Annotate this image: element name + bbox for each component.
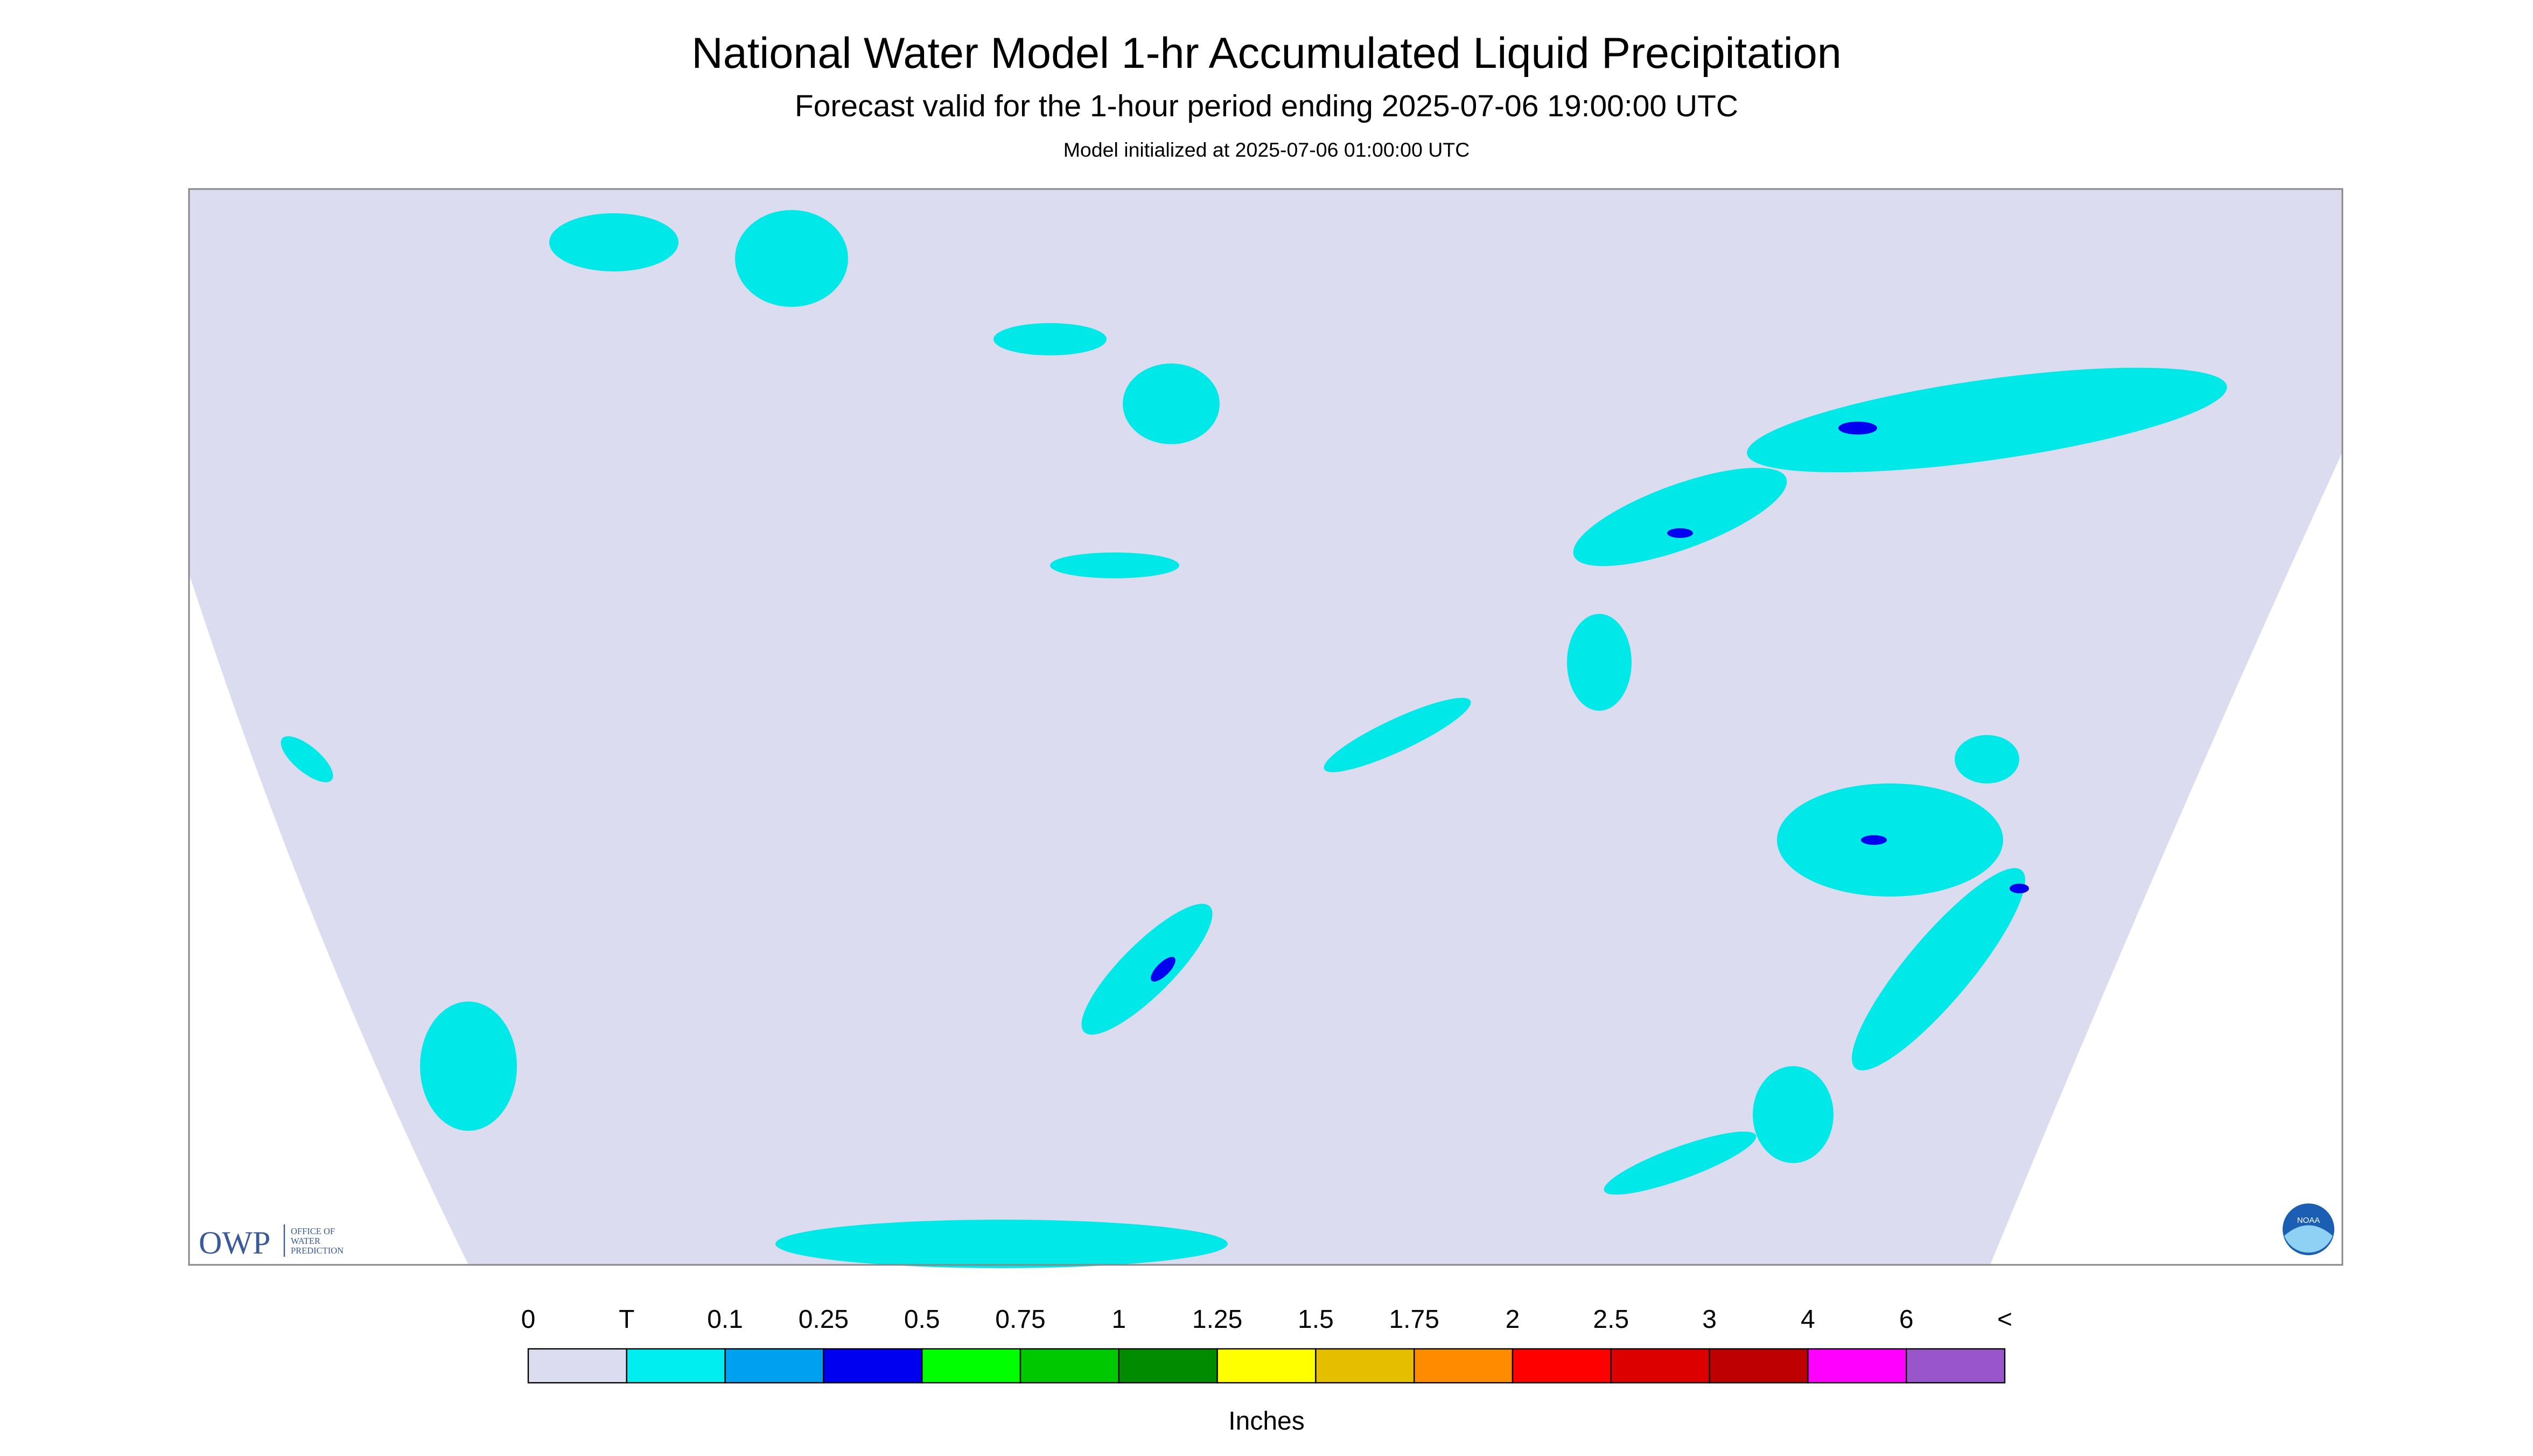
legend-swatch	[1709, 1348, 1809, 1384]
legend: 0 T 0.1 0.25 0.5 0.75 1 1.25 1.5 1.75 2 2.5 3 4 6 <	[521, 1305, 2012, 1384]
legend-swatch	[921, 1348, 1021, 1384]
init-note: Model initialized at 2025-07-06 01:00:00…	[1063, 138, 1470, 161]
legend-swatch	[1216, 1348, 1317, 1384]
legend-swatch	[724, 1348, 824, 1384]
legend-label: 1.25	[1192, 1305, 1242, 1334]
legend-swatch	[626, 1348, 726, 1384]
legend-label: 0.75	[995, 1305, 1045, 1334]
legend-swatch	[527, 1348, 628, 1384]
legend-swatch	[823, 1348, 923, 1384]
legend-swatch	[1118, 1348, 1218, 1384]
subtitle: Forecast valid for the 1-hour period end…	[795, 89, 1738, 123]
legend-swatch	[1315, 1348, 1415, 1384]
map: OWP OFFICE OF WATER PREDICTION NOAA	[188, 188, 2343, 1269]
legend-unit: Inches	[1228, 1407, 1304, 1436]
legend-label: 1.5	[1298, 1305, 1334, 1334]
legend-label: T	[619, 1305, 634, 1334]
legend-label: 0.25	[799, 1305, 849, 1334]
legend-swatch	[1905, 1348, 2006, 1384]
precip-areas	[281, 210, 2227, 1269]
legend-swatch	[1414, 1348, 1514, 1384]
owp-abbr: OWP	[199, 1225, 270, 1261]
legend-swatch	[1019, 1348, 1120, 1384]
legend-label: 0.1	[707, 1305, 743, 1334]
legend-swatch	[1807, 1348, 1907, 1384]
legend-label: 0	[521, 1305, 536, 1334]
owp-line2: WATER	[291, 1236, 320, 1246]
legend-swatch	[1610, 1348, 1710, 1384]
legend-label: 1.75	[1389, 1305, 1439, 1334]
noaa-wave	[2284, 1225, 2333, 1253]
legend-label: 2.5	[1593, 1305, 1629, 1334]
legend-label: <	[1997, 1305, 2012, 1334]
title: National Water Model 1-hr Accumulated Li…	[691, 29, 1842, 78]
precip-heavy	[1151, 422, 2029, 982]
legend-label: 3	[1702, 1305, 1717, 1334]
legend-label: 2	[1506, 1305, 1520, 1334]
map-domain	[189, 189, 2342, 1265]
legend-label: 1	[1111, 1305, 1126, 1334]
legend-label: 6	[1899, 1305, 1914, 1334]
legend-label: 0.5	[904, 1305, 940, 1334]
owp-line1: OFFICE OF	[291, 1226, 335, 1236]
map-frame	[188, 188, 2343, 1266]
noaa-text: NOAA	[2297, 1216, 2320, 1225]
legend-label: 4	[1801, 1305, 1815, 1334]
owp-line3: PREDICTION	[291, 1245, 344, 1256]
legend-swatch	[1512, 1348, 1612, 1384]
